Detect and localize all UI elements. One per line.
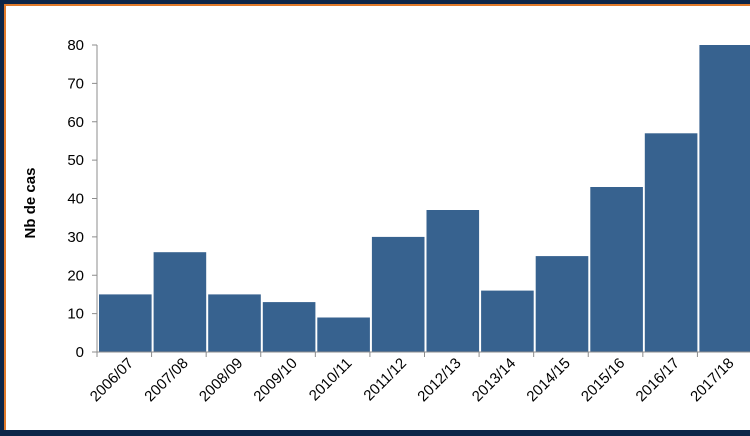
x-tick-label-2006/07: 2006/07 [87,355,137,405]
x-tick-label-2013/14: 2013/14 [469,355,519,405]
bar-2012/13 [426,210,480,352]
y-tick-label-40: 40 [67,191,84,208]
y-tick-label-20: 20 [67,267,84,284]
bar-2009/10 [262,302,316,352]
x-tick-label-2011/12: 2011/12 [360,355,410,405]
x-tick-label-2012/13: 2012/13 [414,355,464,405]
y-tick-label-80: 80 [67,37,84,54]
y-tick-label-0: 0 [76,344,84,361]
bar-2008/09 [208,294,261,352]
x-tick-label-2015/16: 2015/16 [578,355,628,405]
x-tick-label-2009/10: 2009/10 [250,355,300,405]
y-tick-label-30: 30 [67,229,84,246]
bar-2011/12 [371,236,425,352]
bar-2015/16 [590,187,643,352]
bar-2016/17 [644,133,698,352]
x-tick-label-2007/08: 2007/08 [141,355,191,405]
x-tick-label-2010/11: 2010/11 [306,355,356,405]
bar-2010/11 [317,317,370,352]
bar-2014/15 [535,256,589,352]
y-tick-label-50: 50 [67,152,84,169]
x-tick-label-2014/15: 2014/15 [523,355,573,405]
y-axis-label: Nb de cas [22,168,39,239]
bar-2007/08 [153,252,207,352]
y-tick-label-70: 70 [67,75,84,92]
x-tick-label-2016/17: 2016/17 [633,355,683,405]
bar-2013/14 [481,290,534,352]
x-tick-label-2008/09: 2008/09 [196,355,246,405]
y-tick-label-60: 60 [67,114,84,131]
chart-panel: 0 10 20 30 40 50 60 70 80 2006/07 2007/08 2008/09 20… [4,4,750,430]
x-tick-label-2017/18: 2017/18 [687,355,737,405]
y-tick-label-10: 10 [67,306,84,323]
bar-2017/18 [699,45,750,352]
bar-2006/07 [99,294,152,352]
bars-group [99,45,750,352]
